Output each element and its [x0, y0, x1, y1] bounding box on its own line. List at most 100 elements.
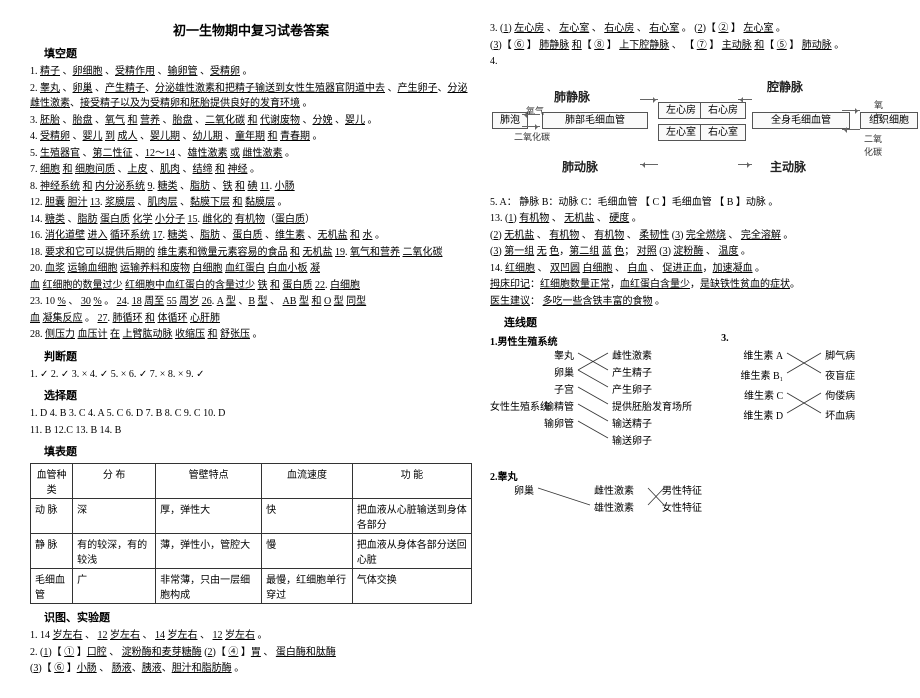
- answer-line: 拇床印记：红细胞数量正常，血红蛋白含量少，是缺铁性贫血的症状。: [490, 277, 890, 293]
- link-right-item: 雌性激素: [594, 482, 634, 497]
- table-cell: 非常薄，只由一层细胞构成: [156, 569, 262, 604]
- table-cell: 毛细血管: [31, 569, 73, 604]
- link-left-item: 卵巢: [554, 364, 574, 379]
- table-cell: 薄，弹性小，管腔大: [156, 534, 262, 569]
- vessel-header: 血管种类: [31, 464, 73, 499]
- box-lung-capillary: 肺部毛细血管: [542, 112, 648, 129]
- answer-line: (3)【 ⑥ 】小肠 、 肠液、胰液、胆汁和脂肪酶 。: [30, 661, 472, 677]
- q5-answer: 5. A： 静脉 B：动脉 C：毛细血管 【 C 】毛细血管 【 B 】动脉 。: [490, 195, 890, 211]
- answer-line: 血 红细胞的数量过少 红细胞中血红蛋白的含量过少 铁 和 蛋白质 22. 白细胞: [30, 278, 472, 294]
- link-right-item: 输送卵子: [612, 432, 652, 447]
- vessel-header: 功 能: [352, 464, 471, 499]
- q3-q4-head: 3. (1) 左心房 、 左心室 、 右心房 、 右心室 。 (2)【 ② 】 …: [490, 21, 890, 70]
- link-group-2: 2.睾丸卵巢雌性激素雄性激素男性特征女性特征: [490, 468, 738, 514]
- label-pulmonary-artery: 肺动脉: [562, 158, 598, 175]
- link-right-item: 产生卵子: [612, 381, 652, 396]
- vessel-header: 分 布: [73, 464, 156, 499]
- arrow-8: [522, 126, 540, 127]
- answer-line: 18. 要求和它可以提供后期的 维生素和微量元素容易的食品 和 无机盐 19. …: [30, 245, 472, 261]
- vessel-header: 管壁特点: [156, 464, 262, 499]
- left-column: 初一生物期中复习试卷答案 填空题 1. 精子 、卵细胞 、受精作用 、输卵管 、…: [30, 20, 472, 678]
- link-right-item: 坏血病: [825, 407, 855, 422]
- label-co2-2: 二氧化碳: [864, 132, 890, 158]
- link-right-item: 产生精子: [612, 364, 652, 379]
- table-cell: 最慢，红细胞单行穿过: [262, 569, 353, 604]
- link-right-item: 脚气病: [825, 347, 855, 362]
- section-judge: 判断题: [44, 348, 472, 364]
- answer-line: 1. 精子 、卵细胞 、受精作用 、输卵管 、受精卵 。: [30, 64, 472, 80]
- arrow-2: [640, 164, 658, 165]
- judge-answers: 1. ✓ 2. ✓ 3. × 4. ✓ 5. × 6. ✓ 7. × 8. × …: [30, 367, 472, 383]
- box-body-capillary: 全身毛细血管: [752, 112, 850, 129]
- diagram-answers: 1. 14 岁左右 、 12 岁左右 、 14 岁左右 、 12 岁左右 。2.…: [30, 628, 472, 677]
- answer-line: 3. 胚胎 、胎盘 、氧气 和 营养 、胎盘 、二氧化碳 和 代谢废物 、分娩 …: [30, 113, 472, 129]
- choice-line: 11. B 12.C 13. B 14. B: [30, 423, 472, 439]
- label-pulmonary-vein: 肺静脉: [554, 88, 590, 105]
- label-oxygen-1: 氧气: [526, 104, 544, 117]
- link-group-1: 1.男性生殖系统睾丸卵巢子宫输精管输卵管雌性激素产生精子产生卵子提供胚胎发育场所…: [490, 333, 715, 468]
- answer-line: (3)【 ⑥ 】 肺静脉 和【 ⑧ 】 上下腔静脉 、 【 ⑦ 】 主动脉 和【…: [490, 38, 890, 54]
- fill-answers: 1. 精子 、卵细胞 、受精作用 、输卵管 、受精卵 。2. 睾丸 、卵巢 、产…: [30, 64, 472, 343]
- answer-line: 2. 睾丸 、卵巢 、产生精子、分泌雄性激素和把精子输送到女性生殖器官阴道中去 …: [30, 81, 472, 112]
- link-title: 1.男性生殖系统: [490, 333, 558, 348]
- link-right-item: 雄性激素: [594, 499, 634, 514]
- arrow-3: [738, 99, 752, 100]
- label-vena-cava: 腔静脉: [767, 78, 803, 95]
- table-cell: 厚，弹性大: [156, 499, 262, 534]
- answer-line: 4. 受精卵 、婴儿 到 成人 、婴儿期 、幼儿期 、童年期 和 青春期 。: [30, 129, 472, 145]
- right-column: 3. (1) 左心房 、 左心室 、 右心房 、 右心室 。 (2)【 ② 】 …: [490, 20, 890, 678]
- link-far-right-item: 男性特征: [662, 482, 702, 497]
- link-left-item: 卵巢: [514, 482, 534, 497]
- answer-line: 12. 胆囊 胆汁 13. 浆膜层 、肌肉层 、黏膜下层 和 黏膜层 。: [30, 195, 472, 211]
- answer-line: 血 凝集反应 。 27. 肺循环 和 体循环 心肝肺: [30, 311, 472, 327]
- table-row: 静 脉有的较深，有的较浅薄，弹性小，管腔大慢把血液从身体各部分送回心脏: [31, 534, 472, 569]
- link-left-item: 维生素 A: [743, 347, 783, 362]
- answer-line: 13. (1) 有机物 、 无机盐 、 硬度 。: [490, 211, 890, 227]
- box-right-atrium: 右心房: [700, 102, 746, 119]
- label-oxygen-2: 氧气: [874, 98, 890, 124]
- table-cell: 静 脉: [31, 534, 73, 569]
- link-right-item: 提供胚胎发育场所: [612, 398, 692, 413]
- link-group-3: 3.维生素 A维生素 B₁维生素 C维生素 D脚气病夜盲症佝偻病坏血病: [721, 333, 890, 468]
- answer-line: 2. (1)【 ① 】口腔 、 淀粉酶和麦芽糖酶 (2)【 ④ 】胃 、 蛋白酶…: [30, 645, 472, 661]
- answer-line: 14. 红细胞 、 双凹圆 白细胞 、 白血 、 促进正血，加速凝血 。: [490, 261, 890, 277]
- answer-line: 28. 侧压力 血压计 在 上臂肱动脉 收缩压 和 舒张压 。: [30, 327, 472, 343]
- main-title: 初一生物期中复习试卷答案: [30, 20, 472, 39]
- choice-answers: 1. D 4. B 3. C 4. A 5. C 6. D 7. B 8. C …: [30, 406, 472, 438]
- answer-line: 3. (1) 左心房 、 左心室 、 右心房 、 右心室 。 (2)【 ② 】 …: [490, 21, 890, 37]
- table-cell: 广: [73, 569, 156, 604]
- link-right-item: 输送精子: [612, 415, 652, 430]
- table-row: 毛细血管广非常薄，只由一层细胞构成最慢，红细胞单行穿过气体交换: [31, 569, 472, 604]
- answer-line: 20. 血浆 运输血细胞 运输养料和废物 白细胞 血红蛋白 白血小板 凝: [30, 261, 472, 277]
- section-fill: 填空题: [44, 45, 472, 61]
- link-left-item: 睾丸: [554, 347, 574, 362]
- box-left-atrium: 左心房: [658, 102, 704, 119]
- link-right-item: 夜盲症: [825, 367, 855, 382]
- table-row: 动 脉深厚，弹性大快把血液从心脏输送到身体各部分: [31, 499, 472, 534]
- table-cell: 动 脉: [31, 499, 73, 534]
- box-left-ventricle: 左心室: [658, 124, 704, 141]
- link-right-item: 佝偻病: [825, 387, 855, 402]
- table-cell: 把血液从心脏输送到身体各部分: [352, 499, 471, 534]
- vessel-header: 血流速度: [262, 464, 353, 499]
- table-cell: 深: [73, 499, 156, 534]
- arrow-1: [640, 99, 658, 100]
- table-cell: 慢: [262, 534, 353, 569]
- link-left-item: 子宫: [554, 381, 574, 396]
- arrow-4: [738, 164, 752, 165]
- answer-line: 23. 10 % 、 30 % 。 24. 18 周至 55 周岁 26. A …: [30, 294, 472, 310]
- label-aorta: 主动脉: [770, 158, 806, 175]
- section-diagram: 识图、实验题: [44, 609, 472, 625]
- link-foot: 女性生殖系统: [490, 398, 550, 413]
- arrow-6: [842, 129, 860, 130]
- link-left-item: 维生素 C: [744, 387, 783, 402]
- arrow-7: [522, 114, 540, 115]
- answer-line: 7. 细胞 和 细胞间质 、上皮 、肌肉 、结缔 和 神经 。: [30, 162, 472, 178]
- answer-line: (3) 第一组 无 色，第二组 蓝 色； 对照 (3) 淀粉酶 、 温度 。: [490, 244, 890, 260]
- table-cell: 气体交换: [352, 569, 471, 604]
- answer-line: 14. 糖类 、脂肪 蛋白质 化学 小分子 15. 雌化的 有机物（蛋白质）: [30, 212, 472, 228]
- answer-line: (2) 无机盐 、 有机物 、 有机物 、 柔韧性 (3) 完全燃烧 、 完全溶…: [490, 228, 890, 244]
- link-title: 3.: [721, 333, 729, 344]
- link-left-item: 维生素 B₁: [741, 367, 784, 382]
- arrow-5: [842, 110, 860, 111]
